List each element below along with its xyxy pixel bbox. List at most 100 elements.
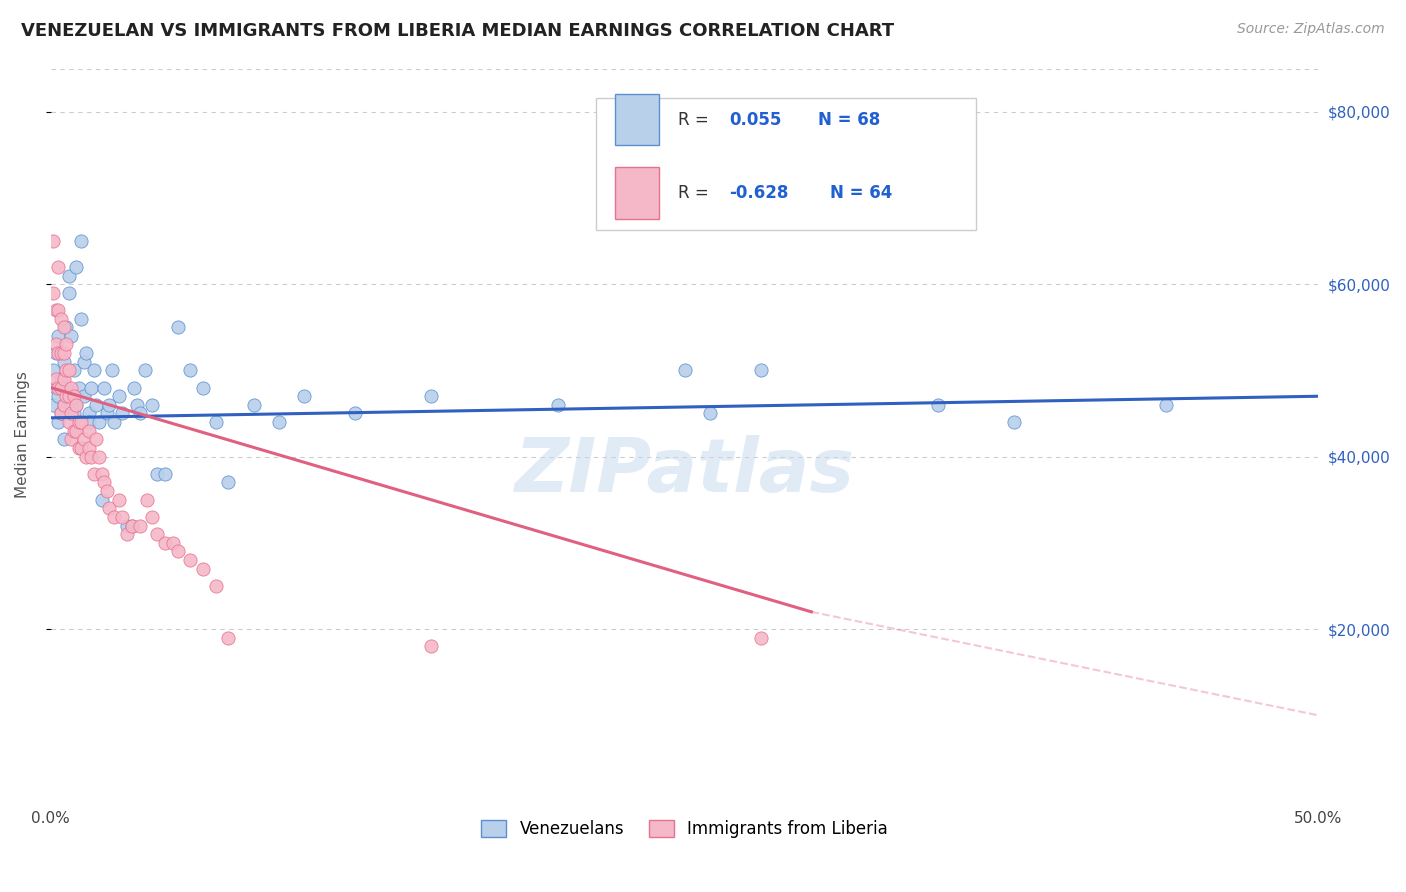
Point — [128, 518, 150, 533]
Point — [52, 398, 75, 412]
Point — [166, 320, 188, 334]
Point — [45, 381, 67, 395]
Point — [108, 389, 131, 403]
Point — [121, 518, 143, 533]
FancyBboxPatch shape — [596, 98, 976, 230]
Point — [162, 536, 184, 550]
Point — [749, 631, 772, 645]
Point — [42, 398, 65, 412]
Point — [87, 450, 110, 464]
Point — [65, 424, 87, 438]
Point — [48, 381, 70, 395]
Point — [58, 285, 80, 300]
Point — [48, 346, 70, 360]
Point — [108, 492, 131, 507]
Point — [125, 398, 148, 412]
Point — [153, 467, 176, 481]
Point — [547, 398, 569, 412]
Text: VENEZUELAN VS IMMIGRANTS FROM LIBERIA MEDIAN EARNINGS CORRELATION CHART: VENEZUELAN VS IMMIGRANTS FROM LIBERIA ME… — [21, 22, 894, 40]
Point — [55, 320, 77, 334]
Y-axis label: Median Earnings: Median Earnings — [15, 372, 30, 499]
Point — [86, 398, 108, 412]
Point — [115, 527, 138, 541]
Point — [83, 467, 105, 481]
Point — [48, 303, 70, 318]
Point — [98, 398, 121, 412]
Text: 0.055: 0.055 — [728, 111, 782, 128]
Point — [65, 398, 87, 412]
Point — [83, 363, 105, 377]
Point — [141, 398, 163, 412]
Point — [55, 363, 77, 377]
Point — [128, 407, 150, 421]
Point — [60, 407, 83, 421]
Point — [49, 381, 72, 395]
Point — [90, 467, 112, 481]
Point — [204, 415, 226, 429]
Point — [166, 544, 188, 558]
Point — [52, 372, 75, 386]
Point — [62, 389, 84, 403]
Text: N = 64: N = 64 — [831, 184, 893, 202]
Point — [73, 355, 96, 369]
Point — [191, 381, 214, 395]
Point — [45, 337, 67, 351]
Point — [153, 536, 176, 550]
FancyBboxPatch shape — [614, 95, 659, 145]
Point — [52, 433, 75, 447]
Point — [86, 433, 108, 447]
Point — [58, 268, 80, 283]
Point — [70, 234, 93, 248]
Text: -0.628: -0.628 — [728, 184, 789, 202]
Point — [62, 424, 84, 438]
Point — [42, 285, 65, 300]
Point — [45, 346, 67, 360]
Point — [136, 492, 159, 507]
Point — [49, 372, 72, 386]
Point — [77, 441, 100, 455]
Point — [55, 381, 77, 395]
Point — [52, 346, 75, 360]
Point — [204, 579, 226, 593]
Point — [65, 398, 87, 412]
Point — [267, 415, 290, 429]
Point — [292, 389, 315, 403]
Point — [87, 415, 110, 429]
Text: R =: R = — [678, 184, 714, 202]
Point — [58, 363, 80, 377]
Point — [75, 450, 97, 464]
Text: R =: R = — [678, 111, 714, 128]
Point — [1156, 398, 1178, 412]
Point — [67, 415, 90, 429]
Point — [124, 381, 146, 395]
Point — [52, 355, 75, 369]
Point — [80, 381, 103, 395]
Point — [103, 510, 125, 524]
Point — [699, 407, 721, 421]
Point — [673, 363, 696, 377]
Point — [52, 398, 75, 412]
Point — [58, 415, 80, 429]
Text: N = 68: N = 68 — [818, 111, 880, 128]
Point — [48, 260, 70, 274]
Point — [344, 407, 367, 421]
Point — [75, 346, 97, 360]
Point — [141, 510, 163, 524]
Point — [70, 311, 93, 326]
Point — [93, 475, 115, 490]
Text: Source: ZipAtlas.com: Source: ZipAtlas.com — [1237, 22, 1385, 37]
Point — [58, 389, 80, 403]
Point — [146, 467, 169, 481]
Point — [927, 398, 949, 412]
Point — [121, 518, 143, 533]
Point — [77, 424, 100, 438]
FancyBboxPatch shape — [614, 168, 659, 219]
Point — [179, 553, 201, 567]
Point — [48, 389, 70, 403]
Point — [45, 303, 67, 318]
Point — [111, 510, 134, 524]
Point — [65, 260, 87, 274]
Point — [420, 389, 443, 403]
Point — [67, 381, 90, 395]
Point — [90, 492, 112, 507]
